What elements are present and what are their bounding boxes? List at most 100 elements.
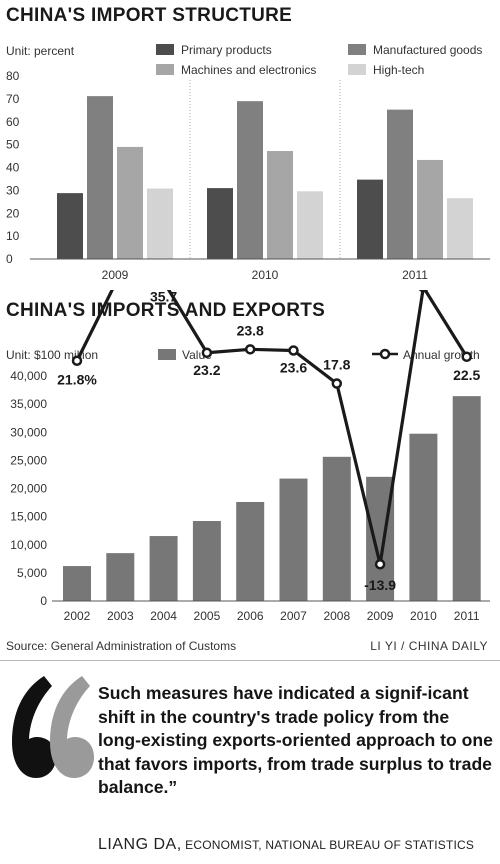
chart2-growth-point xyxy=(244,344,256,355)
chart1-bars xyxy=(57,96,473,259)
quote-author-role: ECONOMIST, NATIONAL BUREAU OF STATISTICS xyxy=(181,838,475,852)
chart2-y-tick: 30,000 xyxy=(10,425,47,439)
chart1-legend: Primary products Manufactured goods Machin… xyxy=(156,43,482,77)
chart2-growth-point xyxy=(201,347,213,359)
chart2-growth-label: 17.8 xyxy=(323,357,350,373)
chart1-y-tick: 30 xyxy=(6,183,20,197)
chart1-bar xyxy=(147,188,173,259)
chart2-growth-label: -13.9 xyxy=(364,577,396,593)
chart2-x-tick: 2008 xyxy=(323,609,350,623)
chart2-growth-point xyxy=(461,351,472,362)
chart2-x-tick: 2010 xyxy=(410,609,437,623)
chart2-y-tick: 5,000 xyxy=(17,566,47,580)
quote-mark-icon xyxy=(12,676,94,778)
chart2-x-tick: 2011 xyxy=(454,609,480,623)
chart2-growth-point xyxy=(418,290,428,293)
chart1-bar xyxy=(237,101,263,259)
chart1-y-tick: 10 xyxy=(6,229,20,243)
import-structure-chart: Unit: percent Primary products Manufactur… xyxy=(6,43,490,282)
chart2-title: CHINA'S IMPORTS AND EXPORTS xyxy=(6,300,326,321)
chart1-unit-label: Unit: percent xyxy=(6,44,75,58)
chart2-y-axis: 0 5,000 10,000 15,000 20,000 25,000 30,000 35,0… xyxy=(10,369,47,608)
chart1-x-axis: 2009 2010 2011 xyxy=(102,268,429,282)
chart1-y-tick: 0 xyxy=(6,252,13,266)
chart2-bar xyxy=(236,501,265,601)
chart2-x-tick: 2005 xyxy=(194,609,221,623)
chart2-x-tick: 2004 xyxy=(150,609,177,623)
chart1-y-tick: 80 xyxy=(6,69,20,83)
chart1-legend-swatch xyxy=(156,64,174,75)
chart1-bar xyxy=(357,179,383,259)
chart1-y-tick: 50 xyxy=(6,138,20,152)
chart2-legend-swatch-value xyxy=(158,349,176,360)
chart2-bar xyxy=(279,478,308,601)
quote-author: LIANG DA, xyxy=(98,836,182,853)
credit-line: LI YI / CHINA DAILY xyxy=(370,639,488,653)
chart1-bar xyxy=(267,151,293,259)
chart2-bar xyxy=(409,433,438,601)
chart2-growth-label: 35.7 xyxy=(150,290,177,305)
chart2-growth-label: 21.8% xyxy=(57,372,97,388)
chart2-bars xyxy=(63,396,481,601)
imports-exports-chart: Unit: $100 million Value Annual growth 05… xyxy=(6,290,490,623)
chart2-y-tick: 10,000 xyxy=(10,538,47,552)
chart1-y-tick: 20 xyxy=(6,206,20,220)
chart1-bar xyxy=(417,159,443,259)
chart2-y-tick: 25,000 xyxy=(10,453,47,467)
chart2-unit-label: Unit: $100 million xyxy=(6,348,98,362)
chart1-legend-swatch xyxy=(348,64,366,75)
chart1-x-tick: 2011 xyxy=(402,268,428,282)
chart1-bar xyxy=(87,96,113,259)
chart1-y-tick: 60 xyxy=(6,115,20,129)
pull-quote: Such measures have indicated a signif-ic… xyxy=(98,683,493,797)
chart2-growth-point xyxy=(288,345,299,356)
chart2-x-axis: 2002 2003 2004 2005 2006 2007 2008 2009 2010 2011 xyxy=(64,609,480,623)
chart2-bar xyxy=(63,566,91,601)
chart2-growth-path xyxy=(75,290,469,566)
chart2-growth-label: 22.5 xyxy=(453,367,480,383)
chart2-y-tick: 35,000 xyxy=(10,397,47,411)
chart2-growth-point xyxy=(71,355,83,366)
chart1-y-axis: 0 10 20 30 40 50 60 70 80 xyxy=(6,69,20,266)
chart1-legend-swatch xyxy=(156,44,174,55)
chart1-title: CHINA'S IMPORT STRUCTURE xyxy=(6,5,293,26)
chart2-growth-point xyxy=(331,378,343,389)
chart2-x-tick: 2007 xyxy=(280,609,307,623)
chart2-y-tick: 40,000 xyxy=(10,369,47,383)
chart1-bar xyxy=(297,191,323,259)
chart2-x-tick: 2006 xyxy=(237,609,264,623)
chart2-growth-label: 23.2 xyxy=(193,362,220,378)
chart1-legend-label: High-tech xyxy=(373,63,424,77)
quote-attribution: LIANG DA, ECONOMIST, NATIONAL BUREAU OF … xyxy=(98,836,474,854)
chart1-y-tick: 40 xyxy=(6,161,20,175)
chart2-growth-label: 23.6 xyxy=(280,359,307,375)
chart2-y-tick: 20,000 xyxy=(10,482,47,496)
chart2-y-tick: 0 xyxy=(40,594,47,608)
chart2-bar xyxy=(149,536,178,601)
chart1-bar xyxy=(387,109,413,259)
chart2-growth-point xyxy=(374,558,386,570)
divider xyxy=(0,660,500,661)
chart2-x-tick: 2002 xyxy=(64,609,91,623)
chart1-x-tick: 2009 xyxy=(102,268,129,282)
chart1-bar xyxy=(207,188,233,259)
chart1-x-tick: 2010 xyxy=(252,268,279,282)
chart1-bar xyxy=(57,193,83,259)
chart1-legend-label: Manufactured goods xyxy=(373,43,482,57)
chart2-growth-line: 21.8%37.135.723.223.823.617.8-13.934.722… xyxy=(57,290,481,593)
chart2-bar xyxy=(106,553,135,601)
source-note: Source: General Administration of Custom… xyxy=(6,639,237,653)
chart2-x-tick: 2003 xyxy=(107,609,134,623)
chart1-legend-swatch xyxy=(348,44,366,55)
chart2-growth-label: 23.8 xyxy=(237,322,264,338)
chart2-y-tick: 15,000 xyxy=(10,510,47,524)
chart1-y-tick: 70 xyxy=(6,92,20,106)
chart1-bar xyxy=(117,146,143,259)
chart2-legend-label: Annual growth xyxy=(403,348,480,362)
chart2-bar xyxy=(192,521,221,601)
chart1-bar xyxy=(447,198,473,259)
chart1-legend-label: Primary products xyxy=(181,43,272,57)
chart2-legend-marker xyxy=(379,348,391,360)
chart2-x-tick: 2009 xyxy=(367,609,394,623)
chart1-legend-label: Machines and electronics xyxy=(181,63,316,77)
